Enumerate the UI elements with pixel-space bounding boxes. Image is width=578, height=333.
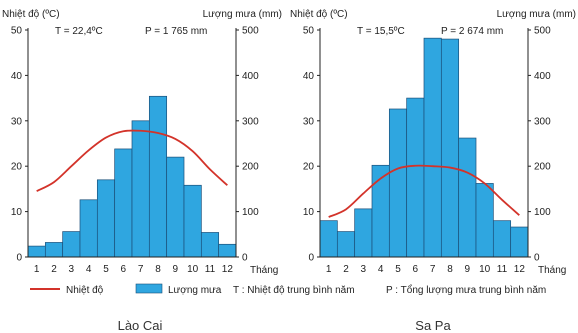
rain-tick-label: 100: [242, 207, 259, 218]
month-label: 8: [155, 264, 161, 275]
legend-rain-swatch: [135, 283, 163, 294]
month-label: 11: [497, 264, 508, 275]
rain-bar: [440, 38, 460, 258]
rain-bar: [319, 220, 338, 258]
month-label: 6: [121, 264, 127, 275]
temperature-line: [328, 164, 520, 218]
temp-tick-label: 0: [16, 253, 22, 264]
temp-tick-label: 50: [11, 26, 23, 37]
legend-p-note: P : Tổng lượng mưa trung bình năm: [386, 284, 546, 296]
month-label: 4: [378, 264, 384, 275]
temp-tick-label: 30: [303, 116, 315, 127]
rain-tick-label: 300: [534, 116, 551, 127]
rain-tick-label: 0: [534, 253, 540, 264]
month-label: 9: [465, 264, 471, 275]
month-label: 1: [326, 264, 332, 275]
rain-tick-label: 100: [534, 207, 551, 218]
month-label: 6: [413, 264, 419, 275]
legend-rain-label: Lượng mưa: [168, 285, 222, 296]
temp-tick-label: 0: [308, 253, 314, 264]
rain-tick-label: 500: [534, 26, 551, 37]
rain-bar: [62, 231, 81, 258]
rain-bar: [44, 242, 64, 258]
legend-temp-label: Nhiệt độ: [66, 285, 104, 296]
left-axis-label: Nhiệt độ (ºC): [2, 9, 60, 20]
stat-temperature: T = 15,5ºC: [357, 26, 405, 37]
month-label: 7: [138, 264, 144, 275]
rain-bar: [492, 220, 512, 258]
month-label: 2: [343, 264, 349, 275]
right-axis-label: Lượng mưa (mm): [497, 9, 576, 20]
rain-bar: [131, 120, 150, 258]
temperature-line: [36, 129, 228, 192]
rain-bar: [183, 184, 202, 258]
rain-tick-label: 400: [534, 71, 551, 82]
month-label: 5: [395, 264, 401, 275]
month-label: 10: [187, 264, 199, 275]
temp-tick-label: 30: [11, 116, 23, 127]
rain-tick-label: 200: [534, 162, 551, 173]
rain-bar: [218, 243, 237, 258]
rain-tick-label: 500: [242, 26, 259, 37]
month-label: 3: [69, 264, 75, 275]
month-label: 3: [361, 264, 367, 275]
right-axis-label: Lượng mưa (mm): [203, 9, 282, 20]
month-label: 8: [447, 264, 453, 275]
x-unit-label: Tháng: [538, 265, 566, 276]
temp-tick-label: 40: [11, 71, 23, 82]
rain-bar: [354, 208, 373, 258]
rain-tick-label: 400: [242, 71, 259, 82]
stat-rainfall: P = 1 765 mm: [145, 26, 207, 37]
rain-bar: [200, 232, 220, 258]
rain-bar: [423, 37, 442, 258]
rain-bar: [475, 183, 494, 258]
stat-rainfall: P = 2 674 mm: [441, 26, 503, 37]
rain-bar: [388, 108, 408, 258]
left-axis-label: Nhiệt độ (ºC): [290, 9, 348, 20]
temp-tick-label: 20: [303, 162, 315, 173]
rain-tick-label: 300: [242, 116, 259, 127]
rain-tick-label: 0: [242, 253, 248, 264]
rain-bar: [114, 148, 133, 258]
month-label: 11: [205, 264, 216, 275]
legend-t-note: T : Nhiệt độ trung bình năm: [233, 285, 355, 296]
month-label: 4: [86, 264, 92, 275]
rain-bar: [336, 231, 356, 258]
rain-bar: [79, 199, 98, 258]
month-label: 12: [514, 264, 526, 275]
rain-bar: [96, 179, 116, 258]
legend: Nhiệt độ Lượng mưa T : Nhiệt độ trung bì…: [30, 283, 546, 296]
month-label: 9: [173, 264, 179, 275]
month-label: 7: [430, 264, 436, 275]
chart-sa-pa: Nhiệt độ (ºC) Lượng mưa (mm) T = 15,5ºC …: [290, 9, 576, 333]
temp-tick-label: 20: [11, 162, 23, 173]
station-name: Lào Cai: [118, 318, 163, 333]
temp-tick-label: 40: [303, 71, 315, 82]
month-label: 5: [103, 264, 109, 275]
x-unit-label: Tháng: [250, 265, 278, 276]
station-name: Sa Pa: [415, 318, 451, 333]
month-label: 10: [479, 264, 491, 275]
rain-bar: [166, 156, 185, 258]
temp-tick-label: 50: [303, 26, 315, 37]
temp-tick-label: 10: [303, 207, 315, 218]
rain-bar: [148, 95, 168, 258]
rain-bar: [510, 226, 529, 258]
chart-lao-cai: Nhiệt độ (ºC) Lượng mưa (mm) T = 22,4ºC …: [2, 9, 282, 333]
rain-bar: [27, 245, 46, 258]
rain-bar: [406, 97, 425, 258]
temp-tick-label: 10: [11, 207, 23, 218]
month-label: 1: [34, 264, 40, 275]
rain-tick-label: 200: [242, 162, 259, 173]
stat-temperature: T = 22,4ºC: [55, 26, 103, 37]
month-label: 2: [51, 264, 57, 275]
month-label: 12: [222, 264, 234, 275]
rain-bar: [458, 137, 477, 258]
